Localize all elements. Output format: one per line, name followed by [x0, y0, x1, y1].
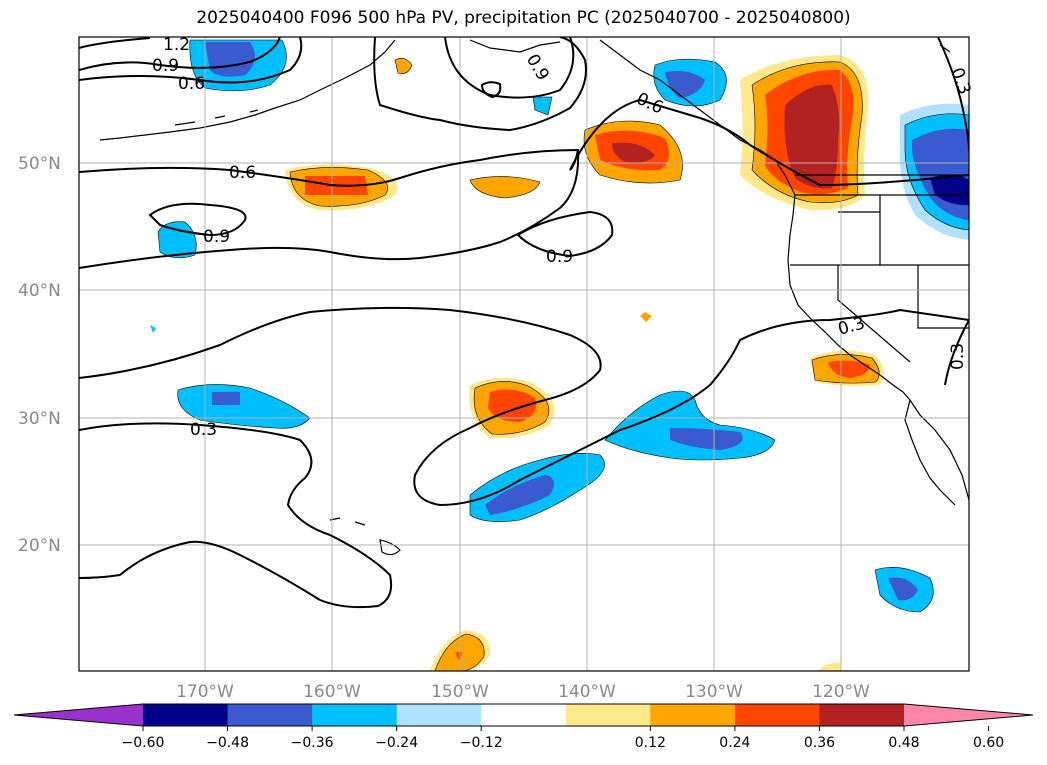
colorbar-ticks: −0.60 −0.48 −0.36 −0.24 −0.12 0.12 0.24 0.36 0.4…: [122, 726, 1004, 751]
contour-label: 0.9: [546, 247, 573, 267]
contour-label: 0.3: [190, 420, 217, 440]
negative-precip-shading: [150, 39, 969, 613]
colorbar-segment: [819, 704, 905, 726]
colorbar-segment: [481, 704, 567, 726]
contour-label: 0.9: [203, 227, 230, 247]
contour-label: 0.9: [152, 56, 179, 76]
colorbar-segment: [734, 704, 820, 726]
colorbar-segment: [143, 704, 229, 726]
colorbar-tick-label: −0.36: [291, 735, 334, 751]
colorbar-extend-min: [14, 704, 143, 726]
map-title: 2025040400 F096 500 hPa PV, precipitatio…: [196, 8, 851, 28]
contour-label: 0.6: [229, 163, 256, 183]
map-frame: [78, 36, 970, 672]
colorbar-segment: [227, 704, 313, 726]
colorbar-segment: [396, 704, 482, 726]
lon-label: 160°W: [303, 682, 361, 702]
latitude-labels: 50°N 40°N 30°N 20°N: [18, 154, 61, 556]
lon-label: 170°W: [176, 682, 234, 702]
colorbar-tick-label: 0.48: [888, 735, 919, 751]
longitude-labels: 170°W 160°W 150°W 140°W 130°W 120°W: [176, 682, 870, 702]
colorbar-segment: [565, 704, 651, 726]
colorbar-tick-label: 0.24: [719, 735, 750, 751]
positive-precip-shading: [285, 55, 884, 671]
lat-label: 30°N: [18, 409, 61, 429]
colorbar-tick-label: −0.48: [206, 735, 249, 751]
colorbar-extend-max: [904, 704, 1033, 726]
colorbar-tick-label: −0.12: [460, 735, 503, 751]
contour-label: 0.6: [178, 74, 205, 94]
lat-label: 50°N: [18, 154, 61, 174]
colorbar-tick-label: 0.60: [973, 735, 1004, 751]
pv-contours: [79, 37, 969, 609]
lon-label: 120°W: [812, 682, 870, 702]
colorbar-tick-label: 0.36: [804, 735, 835, 751]
lat-label: 40°N: [18, 281, 61, 301]
contour-label: 1.2: [163, 35, 190, 55]
colorbar-tick-label: −0.24: [375, 735, 418, 751]
graticule: [79, 37, 969, 671]
colorbar: [13, 703, 1034, 727]
lon-label: 150°W: [431, 682, 489, 702]
colorbar-tick-label: −0.60: [122, 735, 165, 751]
colorbar-segment: [650, 704, 736, 726]
colorbar-tick-label: 0.12: [635, 735, 666, 751]
lon-label: 130°W: [685, 682, 743, 702]
colorbar-segment: [312, 704, 398, 726]
lon-label: 140°W: [558, 682, 616, 702]
lat-label: 20°N: [18, 536, 61, 556]
contour-label: 0.3: [948, 343, 968, 370]
